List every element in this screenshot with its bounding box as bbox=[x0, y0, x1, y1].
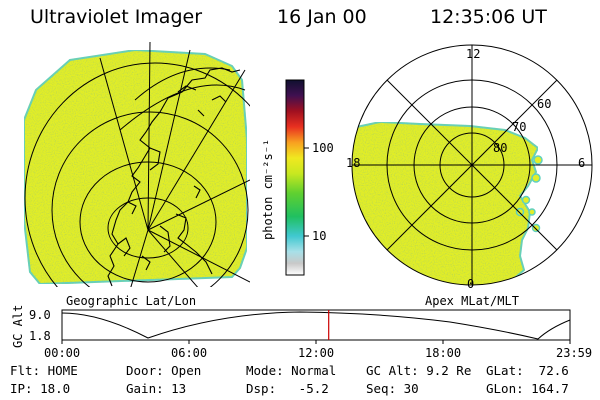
status-ip: IP: 18.0 bbox=[10, 381, 71, 396]
colorbar-unit-label: photon cm⁻²s⁻¹ bbox=[261, 138, 275, 240]
altitude-curve bbox=[61, 311, 571, 340]
time-tick-2359: 23:59 bbox=[556, 346, 593, 360]
colorbar bbox=[285, 79, 309, 276]
geographic-image-panel bbox=[23, 42, 250, 287]
arc-blobs bbox=[515, 155, 543, 233]
geo-grid bbox=[24, 42, 250, 287]
mlt-label-0: 0 bbox=[467, 277, 475, 291]
coastlines bbox=[107, 67, 241, 287]
mlt-label-12: 12 bbox=[466, 47, 481, 61]
polar-image-panel bbox=[351, 44, 593, 286]
altitude-tick-high: 9.0 bbox=[29, 308, 51, 322]
altitude-plot-frame bbox=[61, 309, 571, 341]
mlat-label-70: 70 bbox=[512, 120, 527, 134]
time-tick-0000: 00:00 bbox=[44, 346, 81, 360]
polar-uv-image bbox=[352, 120, 540, 285]
colorbar-tick-10: 10 bbox=[312, 229, 327, 243]
time-ticks bbox=[61, 340, 571, 344]
mlat-label-80: 80 bbox=[493, 141, 508, 155]
instrument-title: Ultraviolet Imager bbox=[30, 6, 203, 28]
altitude-strip bbox=[61, 309, 571, 344]
status-mode: Mode: Normal bbox=[246, 363, 337, 378]
status-seq: Seq: 30 bbox=[366, 381, 419, 396]
status-flt: Flt: HOME bbox=[10, 363, 78, 378]
polar-caption: Apex MLat/MLT bbox=[425, 294, 519, 308]
status-dsp: Dsp: -5.2 bbox=[246, 381, 329, 396]
status-gain: Gain: 13 bbox=[126, 381, 187, 396]
time-label: 12:35:06 UT bbox=[430, 6, 547, 28]
colorbar-scale bbox=[285, 79, 305, 276]
status-gc-alt: GC Alt: 9.2 Re bbox=[366, 363, 472, 378]
status-door: Door: Open bbox=[126, 363, 202, 378]
date-label: 16 Jan 00 bbox=[277, 6, 367, 28]
time-tick-1200: 12:00 bbox=[298, 346, 335, 360]
mlt-label-6: 6 bbox=[578, 156, 586, 170]
mlt-label-18: 18 bbox=[346, 156, 361, 170]
altitude-axis-title: GC Alt bbox=[11, 304, 25, 348]
time-tick-1800: 18:00 bbox=[425, 346, 462, 360]
mlat-label-60: 60 bbox=[537, 97, 552, 111]
time-tick-0600: 06:00 bbox=[171, 346, 208, 360]
polar-grid bbox=[351, 44, 593, 286]
status-glat: GLat: 72.6 bbox=[486, 363, 569, 378]
status-glon: GLon: 164.7 bbox=[486, 381, 569, 396]
geo-caption: Geographic Lat/Lon bbox=[66, 294, 197, 308]
colorbar-tick-100: 100 bbox=[312, 141, 334, 155]
altitude-tick-low: 1.8 bbox=[29, 329, 51, 343]
